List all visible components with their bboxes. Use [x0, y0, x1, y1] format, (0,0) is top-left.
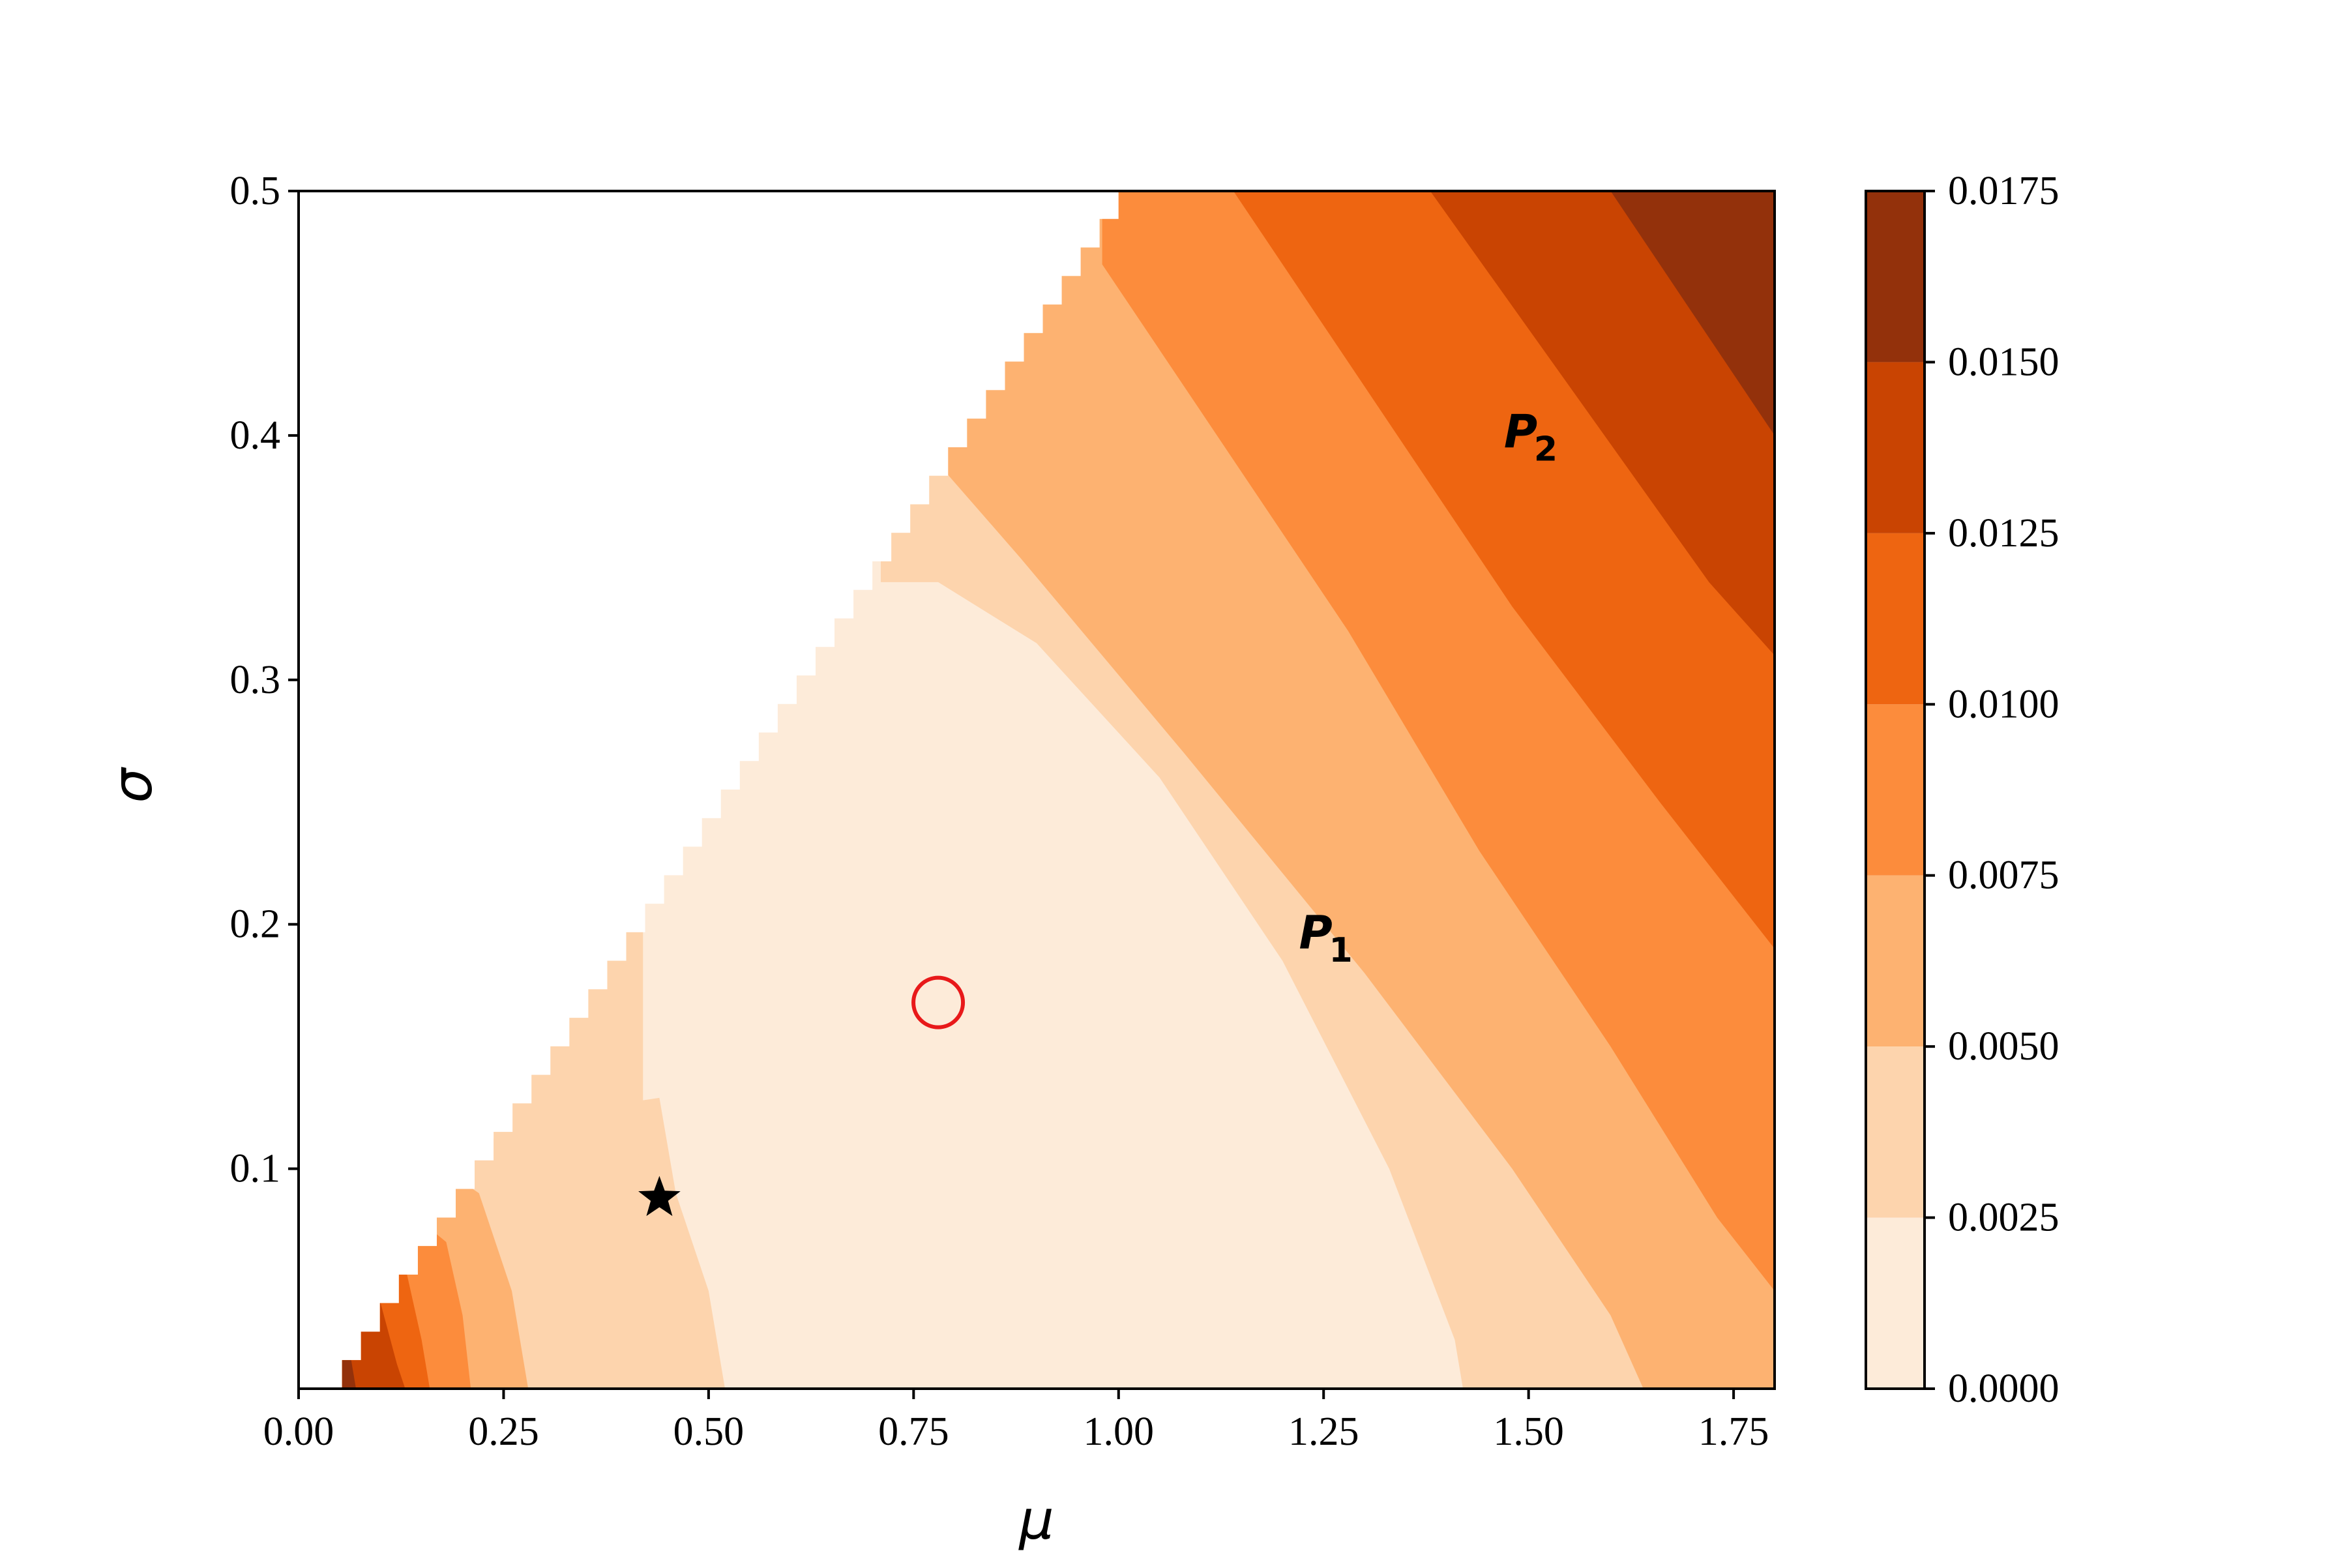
colorbar-swatch	[1866, 875, 1925, 1047]
contour-band-level-5	[1430, 191, 1775, 656]
x-tick-label: 1.75	[1698, 1410, 1769, 1454]
colorbar-tick-label: 0.0050	[1948, 1024, 2059, 1069]
colorbar-tick-label: 0.0125	[1948, 511, 2059, 555]
contour-label-p2: P2	[1504, 406, 1557, 469]
contour-label-p1: P1	[1299, 906, 1352, 970]
contour-band-left-level-5	[323, 1181, 406, 1389]
colorbar-tick-label: 0.0175	[1948, 169, 2059, 213]
star-marker	[638, 1176, 681, 1217]
y-tick-label: 0.4	[230, 413, 281, 458]
colorbar-tick-label: 0.0000	[1948, 1367, 2059, 1411]
colorbar-tick-label: 0.0100	[1948, 682, 2059, 726]
contour-fills	[323, 191, 1775, 1389]
colorbar-swatch	[1866, 1217, 1925, 1389]
x-tick-label: 0.50	[673, 1410, 745, 1454]
x-tick-label: 0.25	[468, 1410, 539, 1454]
colorbar-frame	[1865, 190, 1926, 1390]
colorbar-tick-label: 0.0150	[1948, 340, 2059, 384]
x-tick-label: 1.50	[1493, 1410, 1564, 1454]
y-tick-label: 0.3	[230, 658, 281, 702]
contour-label-text: P	[1299, 906, 1332, 960]
contour-band-left-level-6	[323, 1217, 357, 1389]
x-axis-label: μ	[1018, 1488, 1054, 1552]
y-tick-label: 0.5	[230, 169, 281, 213]
colorbar-swatch	[1866, 704, 1925, 876]
colorbar-swatch	[1866, 1046, 1925, 1218]
colorbar-swatch	[1866, 191, 1925, 362]
x-tick-label: 0.75	[878, 1410, 949, 1454]
contour-label-text: P	[1504, 406, 1537, 459]
contour-label-subscript: 1	[1329, 931, 1352, 970]
plot-frame	[297, 190, 1776, 1390]
colorbar-tick-label: 0.0025	[1948, 1196, 2059, 1240]
colorbar-swatch	[1866, 533, 1925, 705]
colorbar-swatch	[1866, 362, 1925, 533]
y-tick-label: 0.1	[230, 1147, 281, 1191]
colorbar: 0.0000 0.0025 0.0050 0.0075 0.0100 0.0125 0.01…	[1865, 169, 2059, 1411]
x-tick-label: 1.00	[1084, 1410, 1155, 1454]
x-tick-label: 0.00	[263, 1410, 334, 1454]
x-tick-label: 1.25	[1288, 1410, 1359, 1454]
contour-band-level-6	[1610, 191, 1775, 436]
y-axis-label: σ	[100, 767, 164, 803]
y-tick-label: 0.2	[230, 902, 281, 947]
contour-label-subscript: 2	[1534, 430, 1557, 469]
circle-marker	[911, 975, 966, 1029]
colorbar-tick-label: 0.0075	[1948, 853, 2059, 898]
plot-area: 0.00 0.25 0.50 0.75 1.00 1.25 1.50 1.75 0.1 0.2 0.…	[230, 169, 1776, 1454]
